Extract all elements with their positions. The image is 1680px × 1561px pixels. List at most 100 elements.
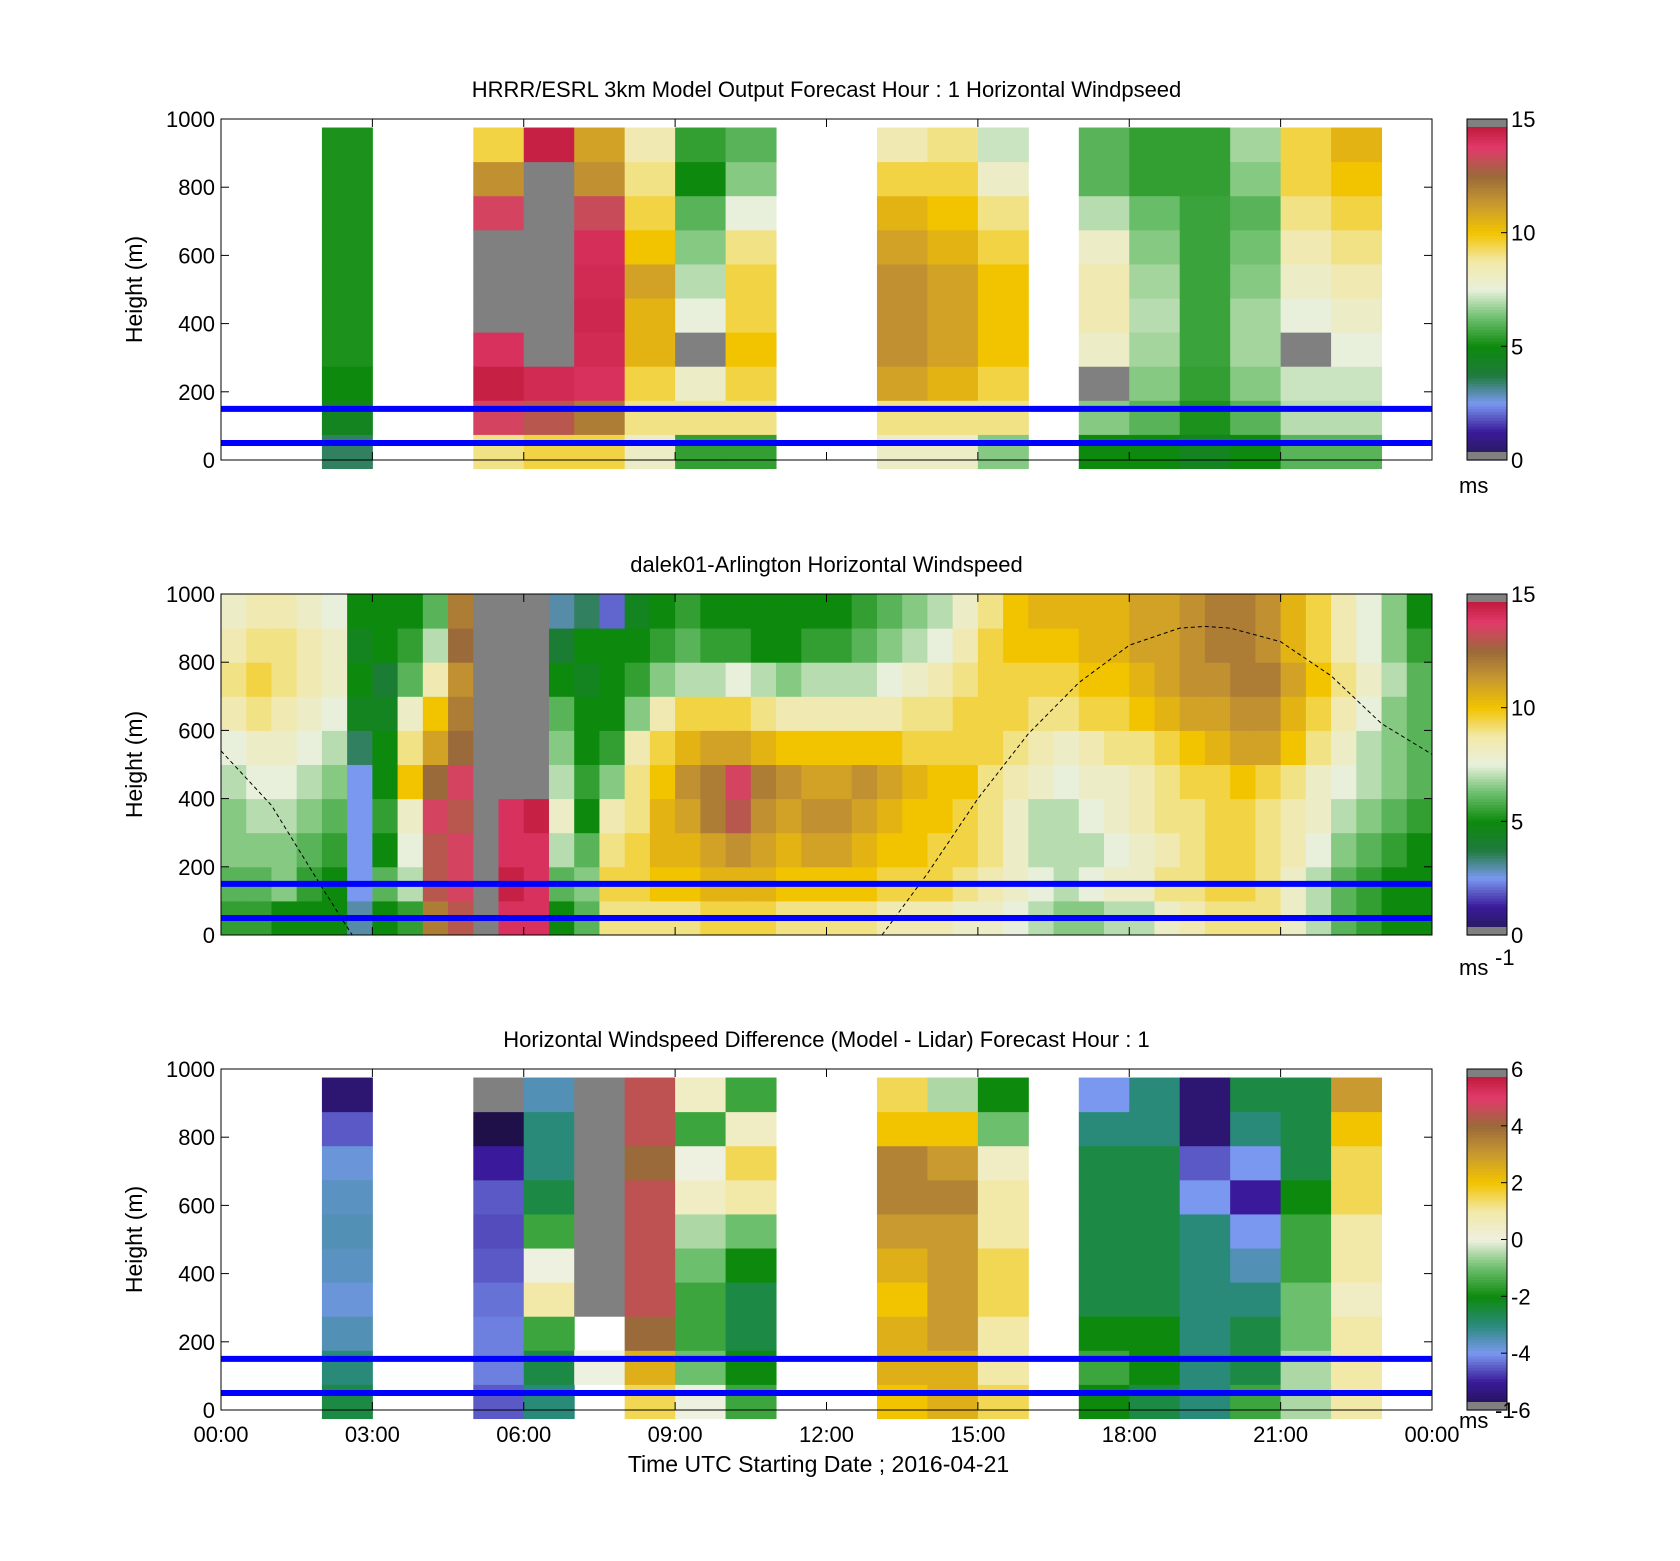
colorbar-segment [1467, 354, 1507, 359]
heatmap-cell [952, 696, 979, 731]
colorbar-segment [1467, 317, 1507, 322]
heatmap-cell [548, 594, 575, 629]
heatmap-cell [321, 730, 348, 765]
heatmap-cell [246, 662, 272, 697]
heatmap-cell [321, 1282, 373, 1317]
heatmap-cell [1331, 696, 1357, 731]
heatmap-cell [1129, 1145, 1181, 1181]
colorbar-segment [1467, 238, 1507, 242]
colorbar-segment [1467, 1196, 1507, 1201]
heatmap-cell [473, 662, 500, 697]
heatmap-cell [1305, 832, 1332, 868]
heatmap-cell [624, 332, 676, 367]
heatmap-cell [1003, 696, 1029, 731]
heatmap-cell [1129, 1213, 1181, 1249]
heatmap-cell [801, 594, 827, 629]
heatmap-cell [347, 730, 373, 765]
heatmap-cell [1230, 366, 1282, 401]
heatmap-cell [1129, 1248, 1181, 1283]
colorbar-segment [1467, 625, 1507, 629]
heatmap-cell [448, 730, 474, 765]
heatmap-cell [649, 764, 676, 800]
heatmap-cell [952, 764, 979, 800]
colorbar-segment [1467, 1080, 1507, 1084]
heatmap-cell [1179, 1213, 1231, 1249]
heatmap-cell [397, 662, 424, 697]
heatmap-cell [725, 1384, 777, 1420]
heatmap-cell [1381, 594, 1408, 629]
heatmap-cell [876, 161, 928, 197]
colorbar-frame [1466, 593, 1508, 936]
heatmap-cell [675, 366, 727, 401]
heatmap-cell [473, 798, 500, 834]
colorbar-segment [1467, 371, 1507, 376]
colorbar-segment [1467, 608, 1507, 612]
colorbar-segment [1467, 858, 1507, 862]
heatmap-cell [473, 628, 500, 663]
heatmap-cell [548, 662, 575, 697]
colorbar-segment [1467, 773, 1507, 777]
heatmap-cell [1104, 730, 1130, 765]
colorbar-segment [1467, 1236, 1507, 1241]
heatmap-cell [725, 1145, 777, 1181]
heatmap-cell [1179, 1316, 1231, 1351]
x-tick-label: 06:00 [496, 1422, 551, 1447]
heatmap-cell [675, 662, 701, 697]
heatmap-cell [221, 764, 247, 800]
heatmap-cell [952, 832, 979, 868]
colorbar-segment [1467, 397, 1507, 401]
heatmap-cell [1280, 434, 1332, 470]
x-tick-label: 03:00 [345, 1422, 400, 1447]
colorbar-segment [1467, 363, 1507, 367]
colorbar-segment [1467, 289, 1507, 293]
heatmap-cell [473, 366, 525, 401]
x-tick-label: 00:00 [193, 1422, 248, 1447]
heatmap-cell [1331, 332, 1383, 367]
heatmap-cells [321, 1077, 1383, 1420]
colorbar-unit: ms [1459, 473, 1488, 498]
colorbar-segment [1467, 1122, 1507, 1127]
heatmap-cell [927, 696, 954, 731]
heatmap-cell [1003, 764, 1029, 800]
panel-3: 0 200 400 600 800 1000 00:00 03:00 06:00 09:00 12:… [121, 1027, 1531, 1477]
colorbar-segment [1467, 1239, 1507, 1243]
heatmap-cell [902, 662, 928, 697]
heatmap-cell [1255, 594, 1282, 629]
colorbar-segment [1467, 346, 1507, 350]
colorbar-segment [1467, 414, 1507, 418]
heatmap-cell [523, 332, 575, 367]
colorbar-segment [1467, 863, 1507, 868]
heatmap-cell [977, 1213, 1029, 1249]
colorbar-segment [1467, 181, 1507, 185]
heatmap-cell [750, 662, 777, 697]
colorbar-segment [1467, 406, 1507, 410]
colorbar-segment [1467, 144, 1507, 149]
heatmap-cell [347, 662, 373, 697]
heatmap-cell [700, 798, 727, 834]
heatmap-cell [977, 1145, 1029, 1181]
heatmap-cell [1179, 434, 1231, 470]
heatmap-cell [1305, 798, 1332, 834]
colorbar-segment [1467, 827, 1507, 831]
heatmap-cell [1003, 730, 1029, 765]
heatmap-cell [952, 662, 979, 697]
colorbar-segment [1467, 1105, 1507, 1110]
heatmap-cell [1331, 832, 1357, 868]
heatmap-cell [624, 195, 676, 231]
heatmap-cell [321, 628, 348, 663]
heatmap-cell [1053, 730, 1080, 765]
heatmap-cell [1305, 628, 1332, 663]
heatmap-cell [271, 594, 298, 629]
heatmap-cell [372, 730, 399, 765]
heatmap-cell [473, 1111, 525, 1147]
heatmap-cell [246, 798, 272, 834]
heatmap-cell [221, 594, 247, 629]
heatmap-cell [624, 594, 651, 629]
colorbar-tick-label: 0 [1511, 1228, 1523, 1253]
heatmap-cell [321, 127, 373, 163]
heatmap-cell [1028, 798, 1055, 834]
colorbar-segment [1467, 883, 1507, 888]
heatmap-cell [977, 1179, 1029, 1215]
colorbar-tick-label: 0 [1511, 923, 1523, 948]
heatmap-cell [1129, 263, 1181, 299]
